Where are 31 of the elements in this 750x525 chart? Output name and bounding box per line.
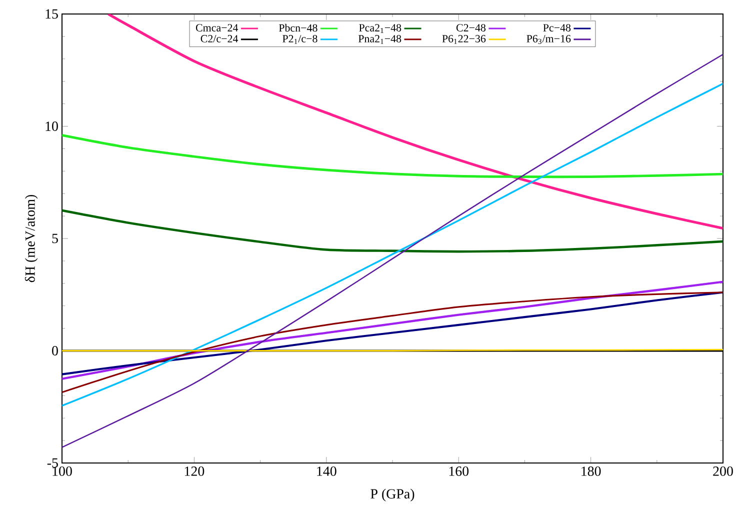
x-tick-label: 120	[184, 466, 204, 476]
y-tick-label: 15	[46, 9, 58, 19]
line-series	[62, 291, 724, 376]
legend-label: Pna2$_{1}$−48	[358, 35, 402, 44]
line-series	[62, 209, 724, 253]
y-tick-label: 5	[52, 234, 58, 244]
y-tick-label: 0	[52, 346, 58, 356]
legend-label: Pc−48	[543, 24, 571, 32]
line-series	[62, 82, 724, 407]
legend-label: Pbcn−48	[278, 24, 318, 32]
legend-label: Cmca−24	[196, 24, 238, 32]
y-axis-title: δH (meV/atom)	[24, 194, 38, 282]
x-tick-label: 140	[317, 466, 336, 476]
line-series	[62, 292, 724, 394]
x-tick-label: 200	[713, 466, 733, 476]
x-tick-label: 160	[449, 466, 469, 476]
legend-label: Pca2$_{1}$−48	[359, 24, 402, 33]
legend-label: P6$_{1}$22−36	[442, 35, 486, 44]
x-tick-label: 100	[52, 466, 72, 476]
x-tick-label: 180	[582, 466, 601, 476]
line-series	[62, 54, 724, 448]
x-axis-title: P (GPa)	[370, 488, 414, 502]
y-tick-label: -5	[47, 458, 58, 468]
legend-label: P2$_{1}$/c−8	[282, 35, 318, 44]
y-tick-label: 10	[46, 122, 58, 131]
line-series	[62, 134, 724, 178]
legend-label: P6$_{3}$/m−16	[526, 35, 571, 44]
line-series	[62, 280, 724, 380]
legend-label: C2−48	[456, 24, 486, 32]
legend-label: C2/c−24	[200, 35, 238, 42]
line-series	[106, 14, 724, 230]
